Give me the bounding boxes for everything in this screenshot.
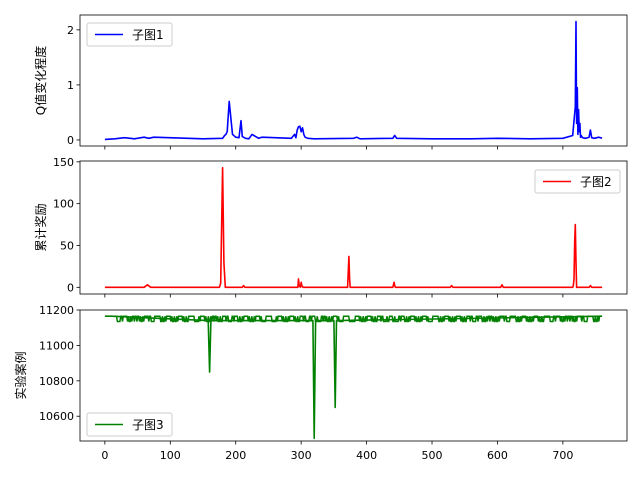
series-line	[104, 315, 603, 440]
legend-box	[86, 22, 173, 47]
x-tick-label: 400	[356, 449, 377, 462]
series-group	[104, 20, 603, 141]
x-tick-label: 300	[291, 449, 312, 462]
y-tick-label: 10800	[39, 375, 74, 388]
series-band-line	[111, 315, 601, 323]
legend-label: 子图3	[132, 418, 164, 432]
y-tick-label: 50	[60, 239, 74, 252]
y-tick-label: 2	[67, 24, 74, 37]
x-tick-label: 0	[101, 449, 108, 462]
legend-label: 子图1	[132, 28, 164, 42]
subplot-3: 10600 10800 11000 11200 0 100 200 300 400 500 600 7…	[13, 304, 628, 462]
y-axis-label: 实验案例	[13, 351, 28, 399]
legend: 子图1	[86, 22, 173, 47]
subplot-2: 0 50 100 150 累计奖励 子图2	[34, 156, 628, 298]
x-tick-label: 200	[225, 449, 246, 462]
y-tick-label: 11200	[39, 304, 74, 317]
y-axis-label: Q值变化程度	[33, 46, 48, 115]
axes-frame	[79, 160, 628, 295]
y-axis-label: 累计奖励	[34, 203, 48, 251]
legend-box	[86, 412, 173, 437]
series-group	[104, 166, 603, 289]
legend: 子图2	[534, 169, 621, 194]
axes-frame	[79, 309, 628, 442]
x-tick-label: 100	[160, 449, 181, 462]
x-tick-label: 600	[487, 449, 508, 462]
y-tick-label: 0	[67, 134, 74, 147]
y-tick-label: 1	[67, 79, 74, 92]
series-group	[104, 315, 603, 440]
legend-label: 子图2	[580, 175, 612, 189]
y-tick-label: 100	[53, 198, 74, 211]
legend-box	[534, 169, 621, 194]
legend: 子图3	[86, 412, 173, 437]
x-tick-label: 700	[552, 449, 573, 462]
y-tick-label: 11000	[39, 339, 74, 352]
y-tick-label: 150	[53, 156, 74, 169]
x-tick-label: 500	[422, 449, 443, 462]
axes-frame	[79, 14, 628, 147]
subplot-1: 0 1 2 Q值变化程度 子图1	[33, 14, 628, 150]
y-tick-label: 10600	[39, 410, 74, 423]
y-tick-label: 0	[67, 281, 74, 294]
